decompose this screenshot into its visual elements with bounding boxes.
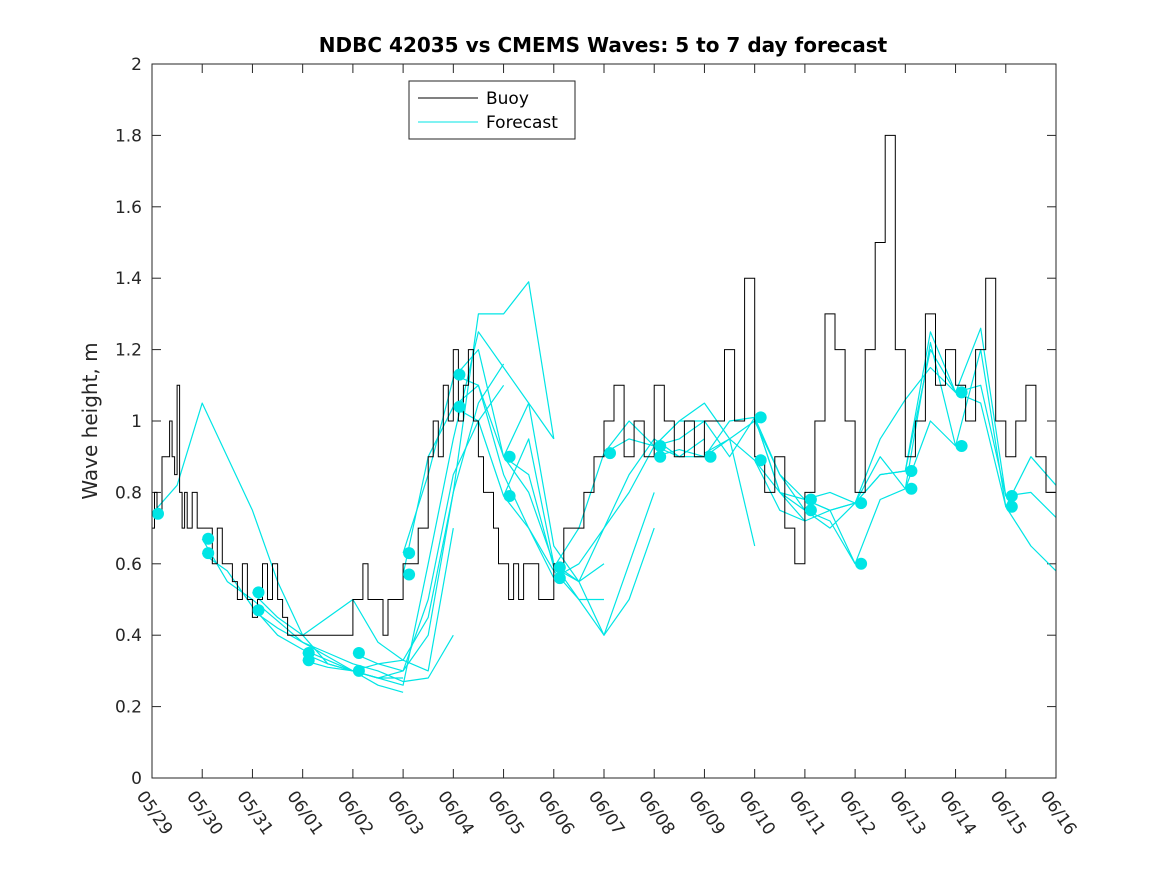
legend-label-forecast: Forecast — [486, 113, 558, 133]
forecast-marker — [905, 482, 918, 495]
y-tick-label: 2 — [131, 55, 142, 75]
forecast-marker — [654, 450, 667, 463]
forecast-marker — [403, 547, 416, 560]
forecast-marker — [754, 454, 767, 467]
forecast-line — [151, 402, 354, 672]
forecast-marker — [453, 400, 466, 413]
y-tick-label: 1.2 — [115, 341, 142, 361]
forecast-marker — [202, 532, 215, 545]
forecast-marker — [955, 440, 968, 452]
forecast-marker — [804, 504, 817, 517]
y-tick-label: 1.4 — [115, 269, 142, 289]
forecast-markers — [152, 368, 1018, 677]
forecast-marker — [905, 465, 918, 477]
chart-title: NDBC 42035 vs CMEMS Waves: 5 to 7 day fo… — [319, 33, 888, 57]
y-tick-label: 1.8 — [115, 126, 142, 146]
forecast-marker — [152, 507, 164, 520]
forecast-marker — [855, 557, 868, 570]
forecast-line — [352, 331, 555, 686]
forecast-line — [402, 384, 604, 601]
y-tick-label: 1 — [131, 412, 142, 432]
forecast-marker — [604, 447, 616, 460]
y-tick-label: 0.8 — [115, 483, 142, 503]
forecast-marker — [252, 586, 265, 599]
forecast-line — [904, 349, 1057, 518]
legend-box — [408, 80, 576, 140]
forecast-marker — [553, 561, 566, 574]
y-tick-label: 0 — [131, 769, 142, 789]
forecast-marker — [352, 664, 365, 677]
forecast-marker — [453, 368, 466, 381]
forecast-marker — [202, 547, 215, 560]
forecast-marker — [654, 440, 667, 452]
plot-frame — [151, 63, 1057, 779]
forecast-marker — [352, 647, 365, 659]
legend: Buoy Forecast — [408, 80, 576, 140]
forecast-marker — [503, 450, 516, 463]
forecast-line — [352, 281, 555, 672]
forecast-marker — [704, 450, 717, 463]
buoy-series — [152, 134, 1056, 636]
y-tick-label: 0.4 — [115, 626, 142, 646]
forecast-marker — [252, 604, 265, 617]
forecast-marker — [503, 490, 516, 502]
forecast-marker — [1005, 490, 1018, 502]
y-tick-label: 0.2 — [115, 698, 142, 718]
forecast-marker — [553, 572, 566, 585]
forecast-marker — [754, 411, 767, 424]
forecast-marker — [302, 654, 315, 667]
y-tick-label: 0.6 — [115, 555, 142, 575]
y-axis-label: Wave height, m — [78, 342, 102, 499]
buoy-line — [152, 134, 1056, 636]
forecast-line — [453, 374, 655, 636]
y-tick-label: 1.6 — [115, 198, 142, 218]
forecast-marker — [855, 497, 868, 510]
forecast-marker — [1005, 500, 1018, 513]
forecast-marker — [804, 493, 817, 506]
forecast-line — [252, 609, 454, 683]
legend-label-buoy: Buoy — [486, 89, 529, 109]
forecast-line — [302, 363, 505, 672]
y-axis: 0 0.2 0.4 0.6 0.8 1 1.2 1.4 1.6 1.8 2 — [115, 55, 1056, 789]
forecast-marker — [403, 568, 416, 581]
forecast-marker — [955, 386, 968, 399]
